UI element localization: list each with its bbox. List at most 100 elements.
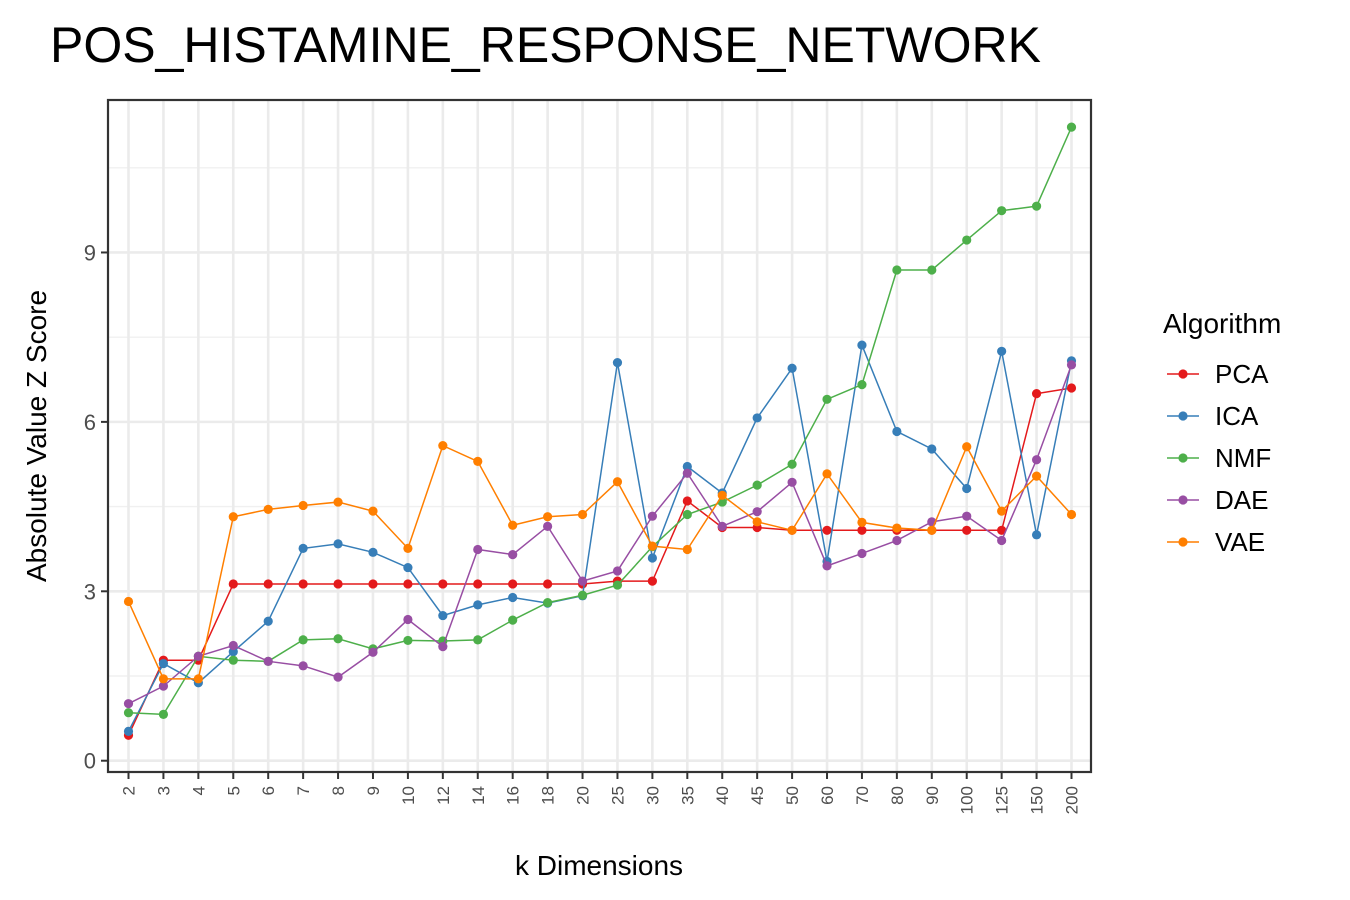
- y-tick-label: 3: [84, 579, 96, 604]
- x-tick-label: 150: [1028, 786, 1047, 814]
- plot-area: [106, 98, 1093, 774]
- data-point-nmf: [577, 590, 588, 600]
- data-point-dae: [543, 521, 553, 531]
- y-axis-title: Absolute Value Z Score: [21, 290, 52, 582]
- data-point-vae: [1031, 471, 1042, 481]
- x-axis-title: k Dimensions: [515, 850, 683, 881]
- data-point-nmf: [473, 635, 483, 645]
- data-point-pca: [822, 525, 832, 535]
- data-point-vae: [438, 441, 448, 451]
- x-axis: 2 3 4 5 6 7 8 9 10 12 14 16 18 20 25 30 35 40 45 50 60 70 80 90…: [120, 772, 1082, 814]
- data-point-vae: [822, 469, 832, 479]
- x-tick-label: 45: [748, 786, 767, 805]
- data-point-nmf: [158, 709, 169, 720]
- x-tick-label: 8: [329, 786, 348, 795]
- data-point-ica: [787, 363, 797, 373]
- x-tick-label: 50: [783, 786, 802, 805]
- legend-label: ICA: [1215, 401, 1259, 431]
- series-line-nmf: [128, 126, 1073, 716]
- data-point-ica: [438, 610, 448, 621]
- data-point-vae: [1066, 509, 1077, 520]
- data-point-vae: [333, 497, 343, 507]
- data-point-ica: [123, 726, 134, 736]
- data-point-pca: [1031, 389, 1042, 399]
- data-point-vae: [298, 500, 308, 511]
- data-point-dae: [647, 511, 657, 521]
- legend-key-point: [1178, 411, 1188, 421]
- x-tick-label: 30: [643, 786, 662, 805]
- legend-label: VAE: [1215, 527, 1265, 557]
- data-point-vae: [193, 674, 203, 684]
- legend-item-vae: VAE: [1167, 527, 1265, 557]
- data-point-vae: [647, 541, 657, 551]
- data-point-nmf: [997, 206, 1007, 216]
- chart-title: POS_HISTAMINE_RESPONSE_NETWORK: [50, 17, 1041, 73]
- data-point-vae: [752, 517, 762, 527]
- data-point-nmf: [1066, 122, 1077, 132]
- data-point-dae: [333, 672, 343, 682]
- data-point-pca: [228, 579, 238, 589]
- data-point-ica: [612, 357, 623, 368]
- data-point-nmf: [822, 394, 832, 404]
- data-point-pca: [438, 579, 448, 589]
- x-tick-label: 200: [1063, 786, 1082, 814]
- x-tick-label: 125: [993, 786, 1012, 814]
- data-point-dae: [1031, 455, 1042, 465]
- data-point-nmf: [927, 265, 937, 275]
- data-point-nmf: [333, 634, 343, 644]
- series-line-ica: [127, 342, 1073, 732]
- x-tick-label: 70: [853, 786, 872, 805]
- series-dae: [123, 360, 1077, 709]
- data-point-dae: [997, 535, 1007, 546]
- data-point-vae: [682, 544, 692, 555]
- data-point-pca: [263, 579, 273, 589]
- x-tick-label: 10: [399, 786, 418, 805]
- legend-title: Algorithm: [1163, 308, 1281, 339]
- series-vae: [123, 441, 1077, 684]
- x-tick-label: 60: [818, 786, 837, 805]
- data-point-vae: [158, 674, 169, 684]
- x-tick-label: 18: [539, 786, 558, 805]
- x-tick-label: 80: [888, 786, 907, 805]
- data-point-ica: [158, 658, 169, 669]
- data-point-pca: [682, 496, 692, 506]
- data-point-ica: [298, 543, 308, 553]
- data-point-vae: [962, 442, 972, 452]
- data-point-ica: [962, 483, 972, 494]
- data-point-vae: [508, 520, 518, 530]
- data-point-pca: [298, 579, 308, 589]
- data-point-nmf: [403, 635, 413, 646]
- data-point-vae: [228, 512, 238, 522]
- data-point-pca: [962, 525, 972, 535]
- data-point-ica: [403, 562, 413, 573]
- x-tick-label: 14: [469, 786, 488, 805]
- legend-label: NMF: [1215, 443, 1271, 473]
- plot-border: [106, 98, 1093, 774]
- gridlines: [108, 100, 1091, 772]
- x-tick-label: 9: [364, 786, 383, 795]
- plot-background: [108, 100, 1091, 772]
- legend-label: DAE: [1215, 485, 1268, 515]
- data-point-dae: [263, 656, 273, 666]
- legend-key-point: [1178, 495, 1188, 505]
- series-line-dae: [128, 364, 1073, 705]
- data-point-nmf: [752, 480, 762, 490]
- data-point-pca: [333, 579, 343, 589]
- data-point-dae: [508, 549, 518, 560]
- data-point-ica: [508, 592, 518, 603]
- data-point-nmf: [682, 509, 692, 520]
- data-point-ica: [927, 444, 937, 454]
- data-point-ica: [1031, 530, 1042, 540]
- data-point-nmf: [543, 597, 553, 608]
- data-point-vae: [473, 456, 483, 467]
- data-point-nmf: [1031, 201, 1042, 211]
- data-point-nmf: [228, 655, 238, 665]
- x-tick-label: 2: [120, 786, 139, 795]
- x-tick-label: 40: [713, 786, 732, 805]
- data-point-nmf: [857, 380, 867, 390]
- x-tick-label: 12: [434, 786, 453, 805]
- data-point-nmf: [962, 235, 972, 245]
- data-point-nmf: [787, 459, 797, 469]
- data-point-vae: [997, 506, 1007, 516]
- x-tick-label: 5: [224, 786, 243, 795]
